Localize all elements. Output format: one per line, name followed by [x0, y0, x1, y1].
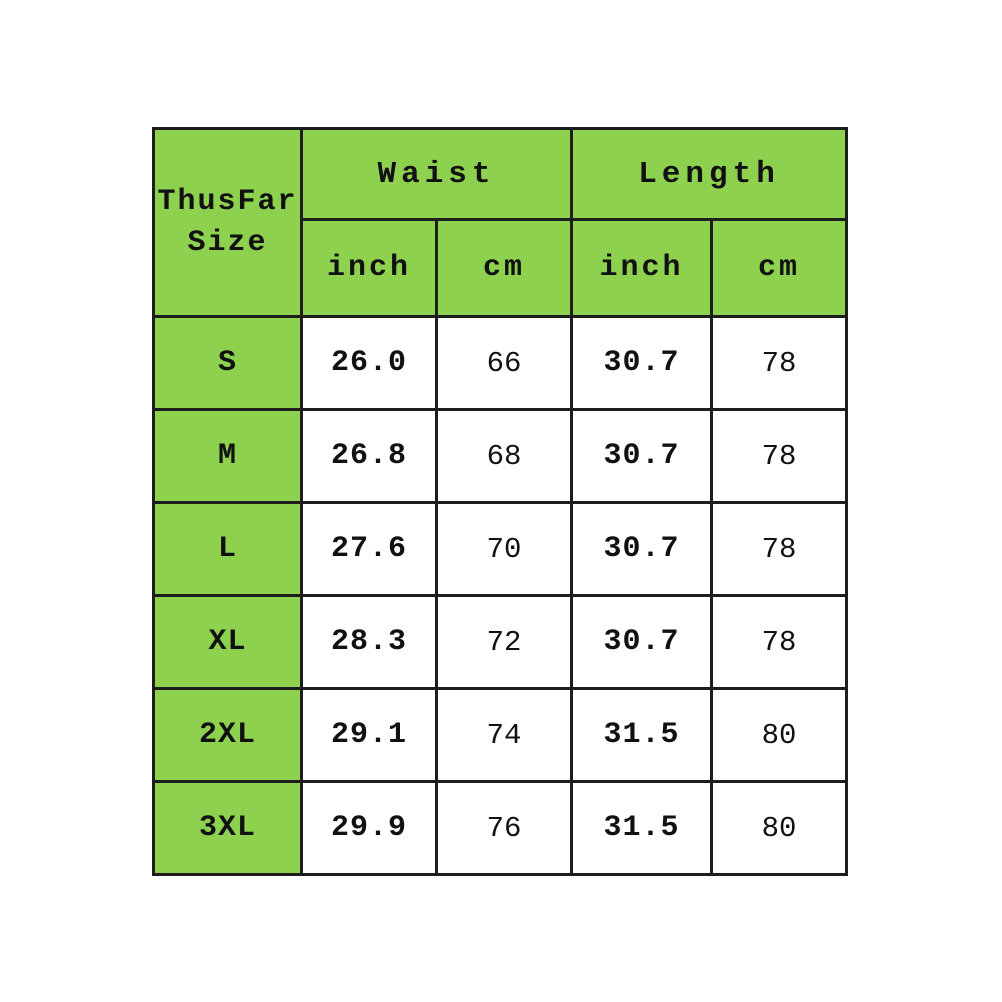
waist-cm-cell: 66 [435, 315, 573, 411]
waist-inch-cell: 29.1 [300, 687, 438, 783]
length-cm-cell: 80 [710, 780, 848, 876]
length-inch-cell: 30.7 [570, 315, 713, 411]
size-cell: L [152, 501, 303, 597]
waist-inch-cell: 28.3 [300, 594, 438, 690]
length-cm-cell: 78 [710, 594, 848, 690]
size-column-header: ThusFar Size [152, 127, 303, 318]
table-row-m: M 26.8 68 30.7 78 [152, 408, 848, 504]
table-row-s: S 26.0 66 30.7 78 [152, 315, 848, 411]
length-cm-header: cm [710, 218, 848, 318]
length-inch-header: inch [570, 218, 713, 318]
unit-header-row: inch cm inch cm [154, 218, 848, 318]
size-header-line2: Size [187, 225, 268, 260]
size-header-line1: ThusFar [157, 185, 298, 219]
waist-cm-cell: 76 [435, 780, 573, 876]
waist-cm-cell: 72 [435, 594, 573, 690]
waist-inch-cell: 26.8 [300, 408, 438, 504]
waist-inch-cell: 26.0 [300, 315, 438, 411]
waist-cm-cell: 70 [435, 501, 573, 597]
waist-inch-cell: 29.9 [300, 780, 438, 876]
size-cell: M [152, 408, 303, 504]
length-inch-cell: 31.5 [570, 780, 713, 876]
table-row-l: L 27.6 70 30.7 78 [152, 501, 848, 597]
waist-inch-cell: 27.6 [300, 501, 438, 597]
length-inch-cell: 30.7 [570, 594, 713, 690]
waist-cm-cell: 68 [435, 408, 573, 504]
size-cell: 2XL [152, 687, 303, 783]
waist-group-header: Waist [300, 127, 573, 221]
table-row-3xl: 3XL 29.9 76 31.5 80 [152, 780, 848, 876]
length-cm-cell: 78 [710, 501, 848, 597]
length-cm-cell: 80 [710, 687, 848, 783]
table-row-2xl: 2XL 29.1 74 31.5 80 [152, 687, 848, 783]
length-inch-cell: 31.5 [570, 687, 713, 783]
length-inch-cell: 30.7 [570, 501, 713, 597]
length-cm-cell: 78 [710, 315, 848, 411]
waist-inch-header: inch [300, 218, 438, 318]
size-cell: S [152, 315, 303, 411]
group-header-row: ThusFar Size Waist Length [152, 127, 848, 318]
size-cell: 3XL [152, 780, 303, 876]
length-cm-cell: 78 [710, 408, 848, 504]
length-group-header: Length [570, 127, 848, 221]
table-row-xl: XL 28.3 72 30.7 78 [152, 594, 848, 690]
size-cell: XL [152, 594, 303, 690]
size-chart-table: ThusFar Size Waist Length inch cm inch c… [152, 127, 848, 876]
length-inch-cell: 30.7 [570, 408, 713, 504]
waist-cm-header: cm [435, 218, 573, 318]
waist-cm-cell: 74 [435, 687, 573, 783]
